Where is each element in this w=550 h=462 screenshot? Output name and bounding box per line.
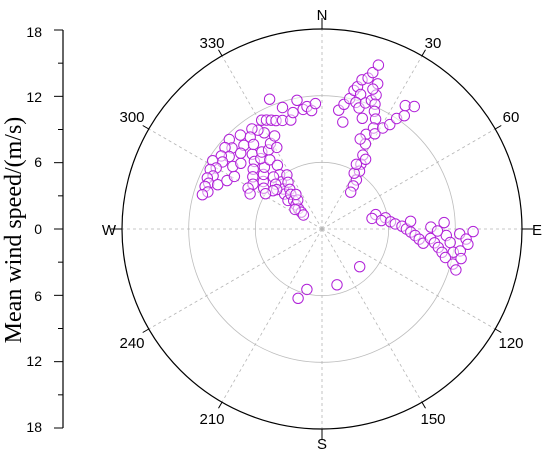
data-point-119 xyxy=(398,110,410,122)
angle-tick-240 xyxy=(142,328,150,333)
data-point-37 xyxy=(228,170,241,183)
data-point-160 xyxy=(292,292,304,304)
data-point-150 xyxy=(431,225,444,237)
polar-grid xyxy=(111,18,533,440)
angle-label-300: 300 xyxy=(119,109,144,126)
data-point-91 xyxy=(372,59,385,71)
data-point-90 xyxy=(367,66,379,79)
data-point-123 xyxy=(356,112,368,125)
data-point-151 xyxy=(438,216,450,229)
data-point-124 xyxy=(354,133,366,145)
data-point-34 xyxy=(196,189,209,201)
data-point-5 xyxy=(276,101,289,114)
data-point-71 xyxy=(297,209,310,221)
data-point-159 xyxy=(301,283,313,296)
angle-tick-300 xyxy=(142,125,150,130)
data-point-40 xyxy=(235,147,247,159)
radial-tick-label-3: 0 xyxy=(34,221,42,237)
data-point-144 xyxy=(439,251,452,264)
dir-label-w: W xyxy=(102,222,117,239)
data-point-7 xyxy=(287,106,299,119)
angle-label-240: 240 xyxy=(119,335,144,352)
data-point-154 xyxy=(455,252,467,265)
data-point-142 xyxy=(444,236,456,249)
data-point-13 xyxy=(263,93,276,105)
data-point-81 xyxy=(290,188,302,201)
radial-tick-label-6: 18 xyxy=(26,419,42,435)
radial-tick-label-4: 6 xyxy=(34,288,42,304)
angle-tick-120 xyxy=(494,328,502,333)
spoke-210 xyxy=(221,228,323,403)
outer-frame xyxy=(121,28,523,430)
dir-label-s: S xyxy=(317,436,327,453)
data-point-77 xyxy=(259,188,272,200)
data-point-122 xyxy=(337,116,349,128)
angle-tick-210 xyxy=(218,401,223,409)
data-point-148 xyxy=(467,225,479,238)
data-point-113 xyxy=(350,158,363,171)
data-point-158 xyxy=(331,279,343,291)
data-point-35 xyxy=(212,179,224,191)
radial-tick-label-5: 12 xyxy=(26,353,42,369)
data-point-115 xyxy=(369,128,381,140)
spoke-150 xyxy=(321,228,423,403)
angle-tick-30 xyxy=(421,49,426,57)
radial-tick-label-0: 18 xyxy=(26,24,42,40)
spoke-240 xyxy=(148,228,323,330)
data-point-157 xyxy=(354,261,366,273)
radial-tick-label-1: 12 xyxy=(26,89,42,105)
data-point-99 xyxy=(367,83,379,95)
radial-tick-labels: 18 12 6 0 6 12 18 xyxy=(26,24,42,435)
angle-label-330: 330 xyxy=(199,35,224,52)
data-point-153 xyxy=(462,238,474,251)
data-point-18 xyxy=(234,129,247,141)
data-point-121 xyxy=(408,100,420,113)
direction-labels: N E S W 30 60 120 150 210 240 300 330 xyxy=(102,7,542,453)
data-point-114 xyxy=(359,153,372,166)
data-point-39 xyxy=(235,157,247,170)
data-point-57 xyxy=(271,159,284,172)
data-point-82 xyxy=(289,203,301,216)
angle-label-30: 30 xyxy=(425,35,442,52)
radial-tick-label-2: 6 xyxy=(34,154,42,170)
angle-tick-330 xyxy=(218,49,223,57)
angle-label-210: 210 xyxy=(199,411,224,428)
dir-label-n: N xyxy=(317,7,328,24)
spoke-60 xyxy=(321,128,496,230)
data-point-156 xyxy=(404,215,417,228)
data-points xyxy=(196,59,479,304)
radial-axis xyxy=(54,29,64,429)
data-point-126 xyxy=(366,212,378,225)
angle-tick-150 xyxy=(421,401,426,409)
angle-label-150: 150 xyxy=(420,411,445,428)
dir-label-e: E xyxy=(532,222,542,239)
data-point-8 xyxy=(291,94,303,107)
data-point-42 xyxy=(247,138,260,151)
angle-tick-60 xyxy=(494,125,502,130)
data-point-111 xyxy=(345,186,357,198)
data-point-56 xyxy=(268,130,281,142)
data-point-155 xyxy=(450,264,462,276)
angle-label-60: 60 xyxy=(503,109,520,126)
data-point-79 xyxy=(244,188,256,200)
outer-circle xyxy=(121,28,523,430)
data-point-55 xyxy=(271,141,283,154)
data-point-12 xyxy=(309,97,322,110)
angle-label-120: 120 xyxy=(498,335,523,352)
y-axis-label: Mean wind speed/(m/s) xyxy=(1,117,27,344)
